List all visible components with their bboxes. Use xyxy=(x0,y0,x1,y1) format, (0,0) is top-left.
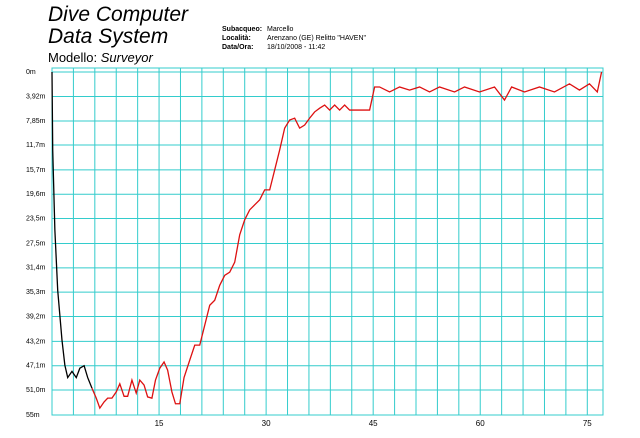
depth-line xyxy=(51,71,93,389)
title-line: Data System xyxy=(48,25,169,48)
y-tick-label: 15,7m xyxy=(26,167,46,174)
y-tick-label: 7,85m xyxy=(26,118,46,125)
y-tick-label: 3,92m xyxy=(26,93,46,100)
model: Modello: Surveyor xyxy=(48,50,153,65)
x-tick-label: 75 xyxy=(583,419,592,428)
y-tick-label: 19,6m xyxy=(26,191,46,198)
y-tick-label: 35,3m xyxy=(26,289,46,296)
model-label: Modello: xyxy=(48,50,98,65)
y-tick-label: 47,1m xyxy=(26,363,46,370)
y-tick-label: 23,5m xyxy=(26,215,46,222)
info-value: Marcello xyxy=(267,26,294,33)
info-key: Subacqueo: xyxy=(222,26,263,33)
x-tick-label: 60 xyxy=(476,419,485,428)
info-key: Località: xyxy=(222,35,251,42)
title-line: Dive Computer xyxy=(48,3,189,26)
y-tick-label: 0m xyxy=(26,69,36,76)
x-tick-label: 30 xyxy=(262,419,271,428)
info-row: Località: Arenzano (GE) Relitto "HAVEN" xyxy=(222,34,366,43)
y-tick-label: 27,5m xyxy=(26,240,46,247)
y-tick-label: 11,7m xyxy=(26,142,45,149)
info-row: Subacqueo: Marcello xyxy=(222,25,366,34)
plot-area xyxy=(51,67,604,416)
y-tick-label: 55m xyxy=(26,412,40,419)
model-value: Surveyor xyxy=(100,50,153,65)
depth-line xyxy=(91,71,603,410)
info: Subacqueo: Marcello Località: Arenzano (GE… xyxy=(222,25,366,52)
x-tick-label: 15 xyxy=(155,419,164,428)
y-tick-label: 39,2m xyxy=(26,313,46,320)
info-row: Data/Ora: 18/10/2008 - 11:42 xyxy=(222,43,366,52)
info-value: 18/10/2008 - 11:42 xyxy=(267,44,326,51)
info-key: Data/Ora: xyxy=(222,44,254,51)
x-tick-label: 45 xyxy=(369,419,378,428)
y-tick-label: 43,2m xyxy=(26,338,46,345)
y-tick-label: 51,0m xyxy=(26,387,46,394)
info-value: Arenzano (GE) Relitto "HAVEN" xyxy=(267,35,366,42)
y-tick-label: 31,4m xyxy=(26,265,46,272)
